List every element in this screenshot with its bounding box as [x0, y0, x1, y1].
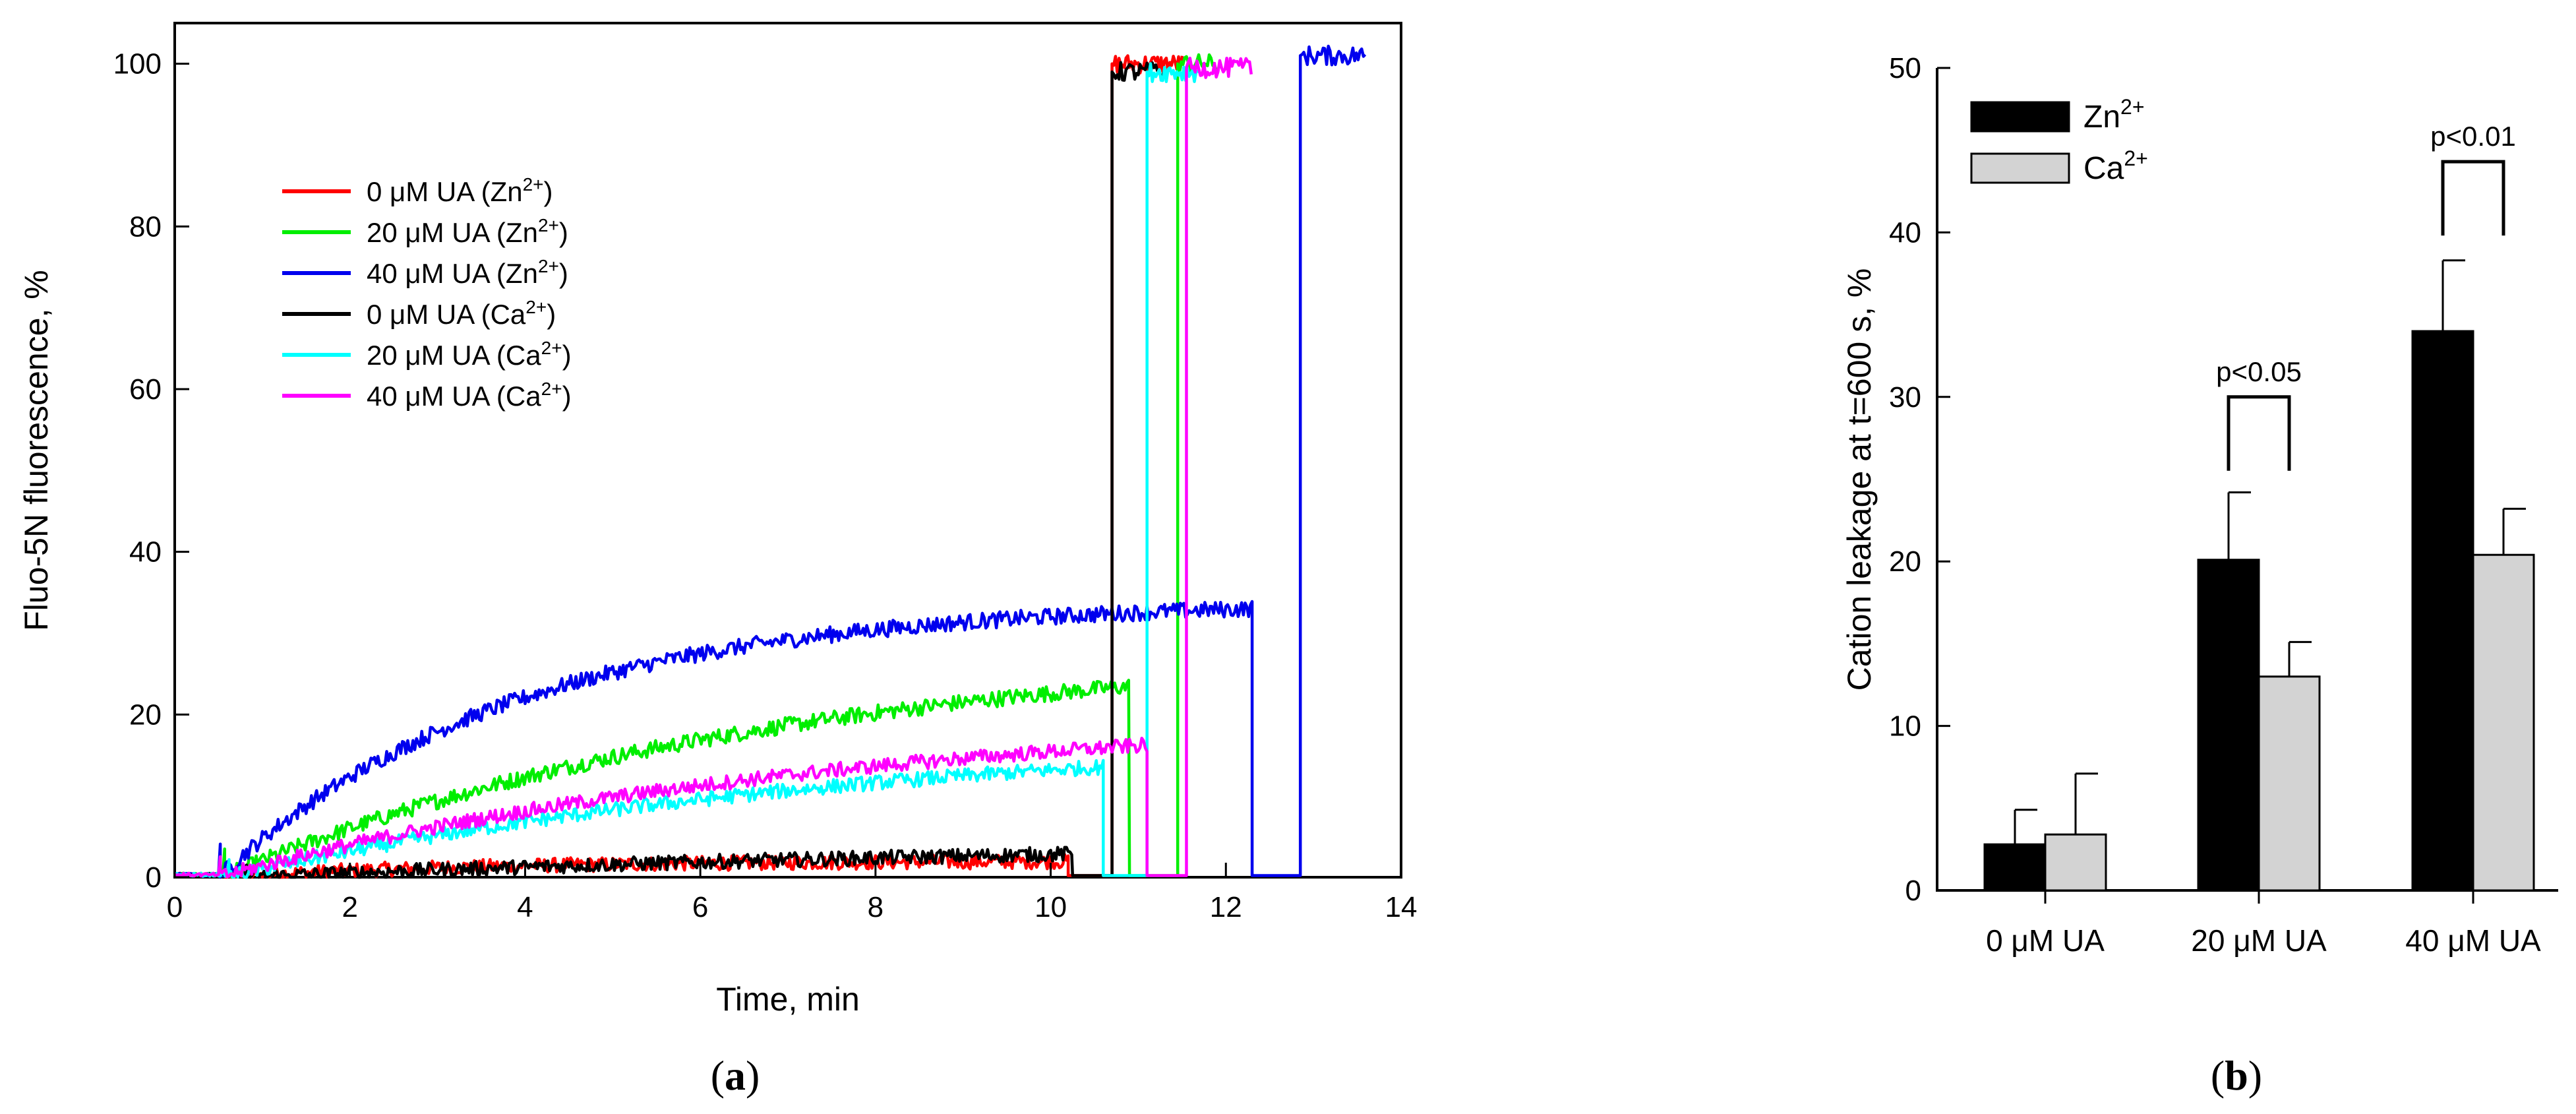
y-tick-label: 0	[146, 861, 162, 894]
x-axis-label: Time, min	[716, 981, 860, 1018]
y-tick-label: 10	[1889, 710, 1921, 743]
y-tick-label: 40	[129, 536, 162, 569]
series-group	[173, 44, 1367, 879]
p-value-label: p<0.01	[2430, 121, 2516, 152]
legend-label: 20 μM UA (Ca2+)	[367, 338, 572, 371]
y-tick-label: 60	[129, 373, 162, 406]
y-axis-label: Fluo-5N fluorescence, %	[18, 270, 55, 631]
y-tick-label: 50	[1889, 52, 1921, 84]
x-tick-label: 0 μM UA	[1986, 923, 2105, 958]
p-value-label: p<0.05	[2216, 356, 2302, 387]
x-tick-label: 0	[167, 891, 183, 923]
bar	[1983, 843, 2047, 892]
y-tick-label: 20	[1889, 545, 1921, 578]
panel-label-a: (a)	[711, 1052, 760, 1099]
legend-swatch	[1970, 152, 2070, 184]
y-tick-label: 20	[129, 698, 162, 731]
bar	[2258, 675, 2321, 892]
x-tick-label: 40 μM UA	[2405, 923, 2541, 958]
y-tick-label: 40	[1889, 216, 1921, 249]
series-line	[174, 61, 1166, 879]
y-axis-ticks: 0 10 20 30 40 50	[1889, 52, 1950, 907]
panel-b-bar-chart: 0 10 20 30 40 50 0 μM UA 20 μM UA 40 μM UA p<0.…	[1841, 52, 2558, 1099]
legend-swatch	[1970, 101, 2070, 133]
x-axis-ticks: 0 μM UA 20 μM UA 40 μM UA	[1986, 890, 2541, 958]
x-tick-label: 6	[692, 891, 708, 923]
series-line	[173, 56, 1253, 879]
series-line	[173, 54, 1184, 879]
bar	[2197, 559, 2260, 892]
x-tick-label: 2	[342, 891, 357, 923]
y-axis-ticks: 0 20 40 60 80 100	[113, 48, 189, 894]
legend-label: Ca2+	[2083, 146, 2148, 186]
legend-label: 0 μM UA (Zn2+)	[367, 174, 553, 207]
plot-frame	[173, 22, 1402, 879]
y-tick-label: 80	[129, 210, 162, 243]
y-tick-label: 0	[1905, 875, 1921, 907]
bar	[2044, 833, 2107, 892]
significance-annotations: p<0.05 p<0.01	[2216, 121, 2516, 471]
bar	[2411, 330, 2474, 892]
legend-label: Zn2+	[2083, 95, 2145, 135]
panel-label-b: (b)	[2211, 1052, 2262, 1099]
x-tick-label: 20 μM UA	[2191, 923, 2327, 958]
significance-bracket	[2227, 395, 2291, 471]
significance-bracket	[2441, 160, 2505, 236]
x-tick-label: 8	[868, 891, 884, 923]
x-axis-ticks: 0 2 4 6 8 10 12 14	[167, 863, 1418, 923]
x-tick-label: 12	[1210, 891, 1242, 923]
y-tick-label: 100	[113, 48, 162, 80]
bar-group	[1983, 259, 2535, 892]
panel-a-line-chart: 0 2 4 6 8 10 12 14 0 20 40 60 80 100 Time, min Fluo-…	[18, 22, 1418, 1099]
x-tick-label: 10	[1034, 891, 1067, 923]
legend-label: 0 μM UA (Ca2+)	[367, 297, 556, 330]
legend-label: 40 μM UA (Zn2+)	[367, 256, 568, 289]
y-axis-label: Cation leakage at t=600 s, %	[1841, 268, 1878, 691]
legend-label: 20 μM UA (Zn2+)	[367, 215, 568, 248]
bar	[2472, 553, 2535, 892]
legend: 0 μM UA (Zn2+) 20 μM UA (Zn2+) 40 μM UA (Z…	[282, 174, 572, 412]
series-line	[174, 53, 1218, 879]
x-tick-label: 14	[1385, 891, 1418, 923]
series-line	[173, 44, 1367, 879]
series-line	[173, 62, 1201, 879]
legend: Zn2+ Ca2+	[1970, 95, 2148, 186]
legend-label: 40 μM UA (Ca2+)	[367, 379, 572, 412]
y-tick-label: 30	[1889, 381, 1921, 414]
x-tick-label: 4	[517, 891, 533, 923]
